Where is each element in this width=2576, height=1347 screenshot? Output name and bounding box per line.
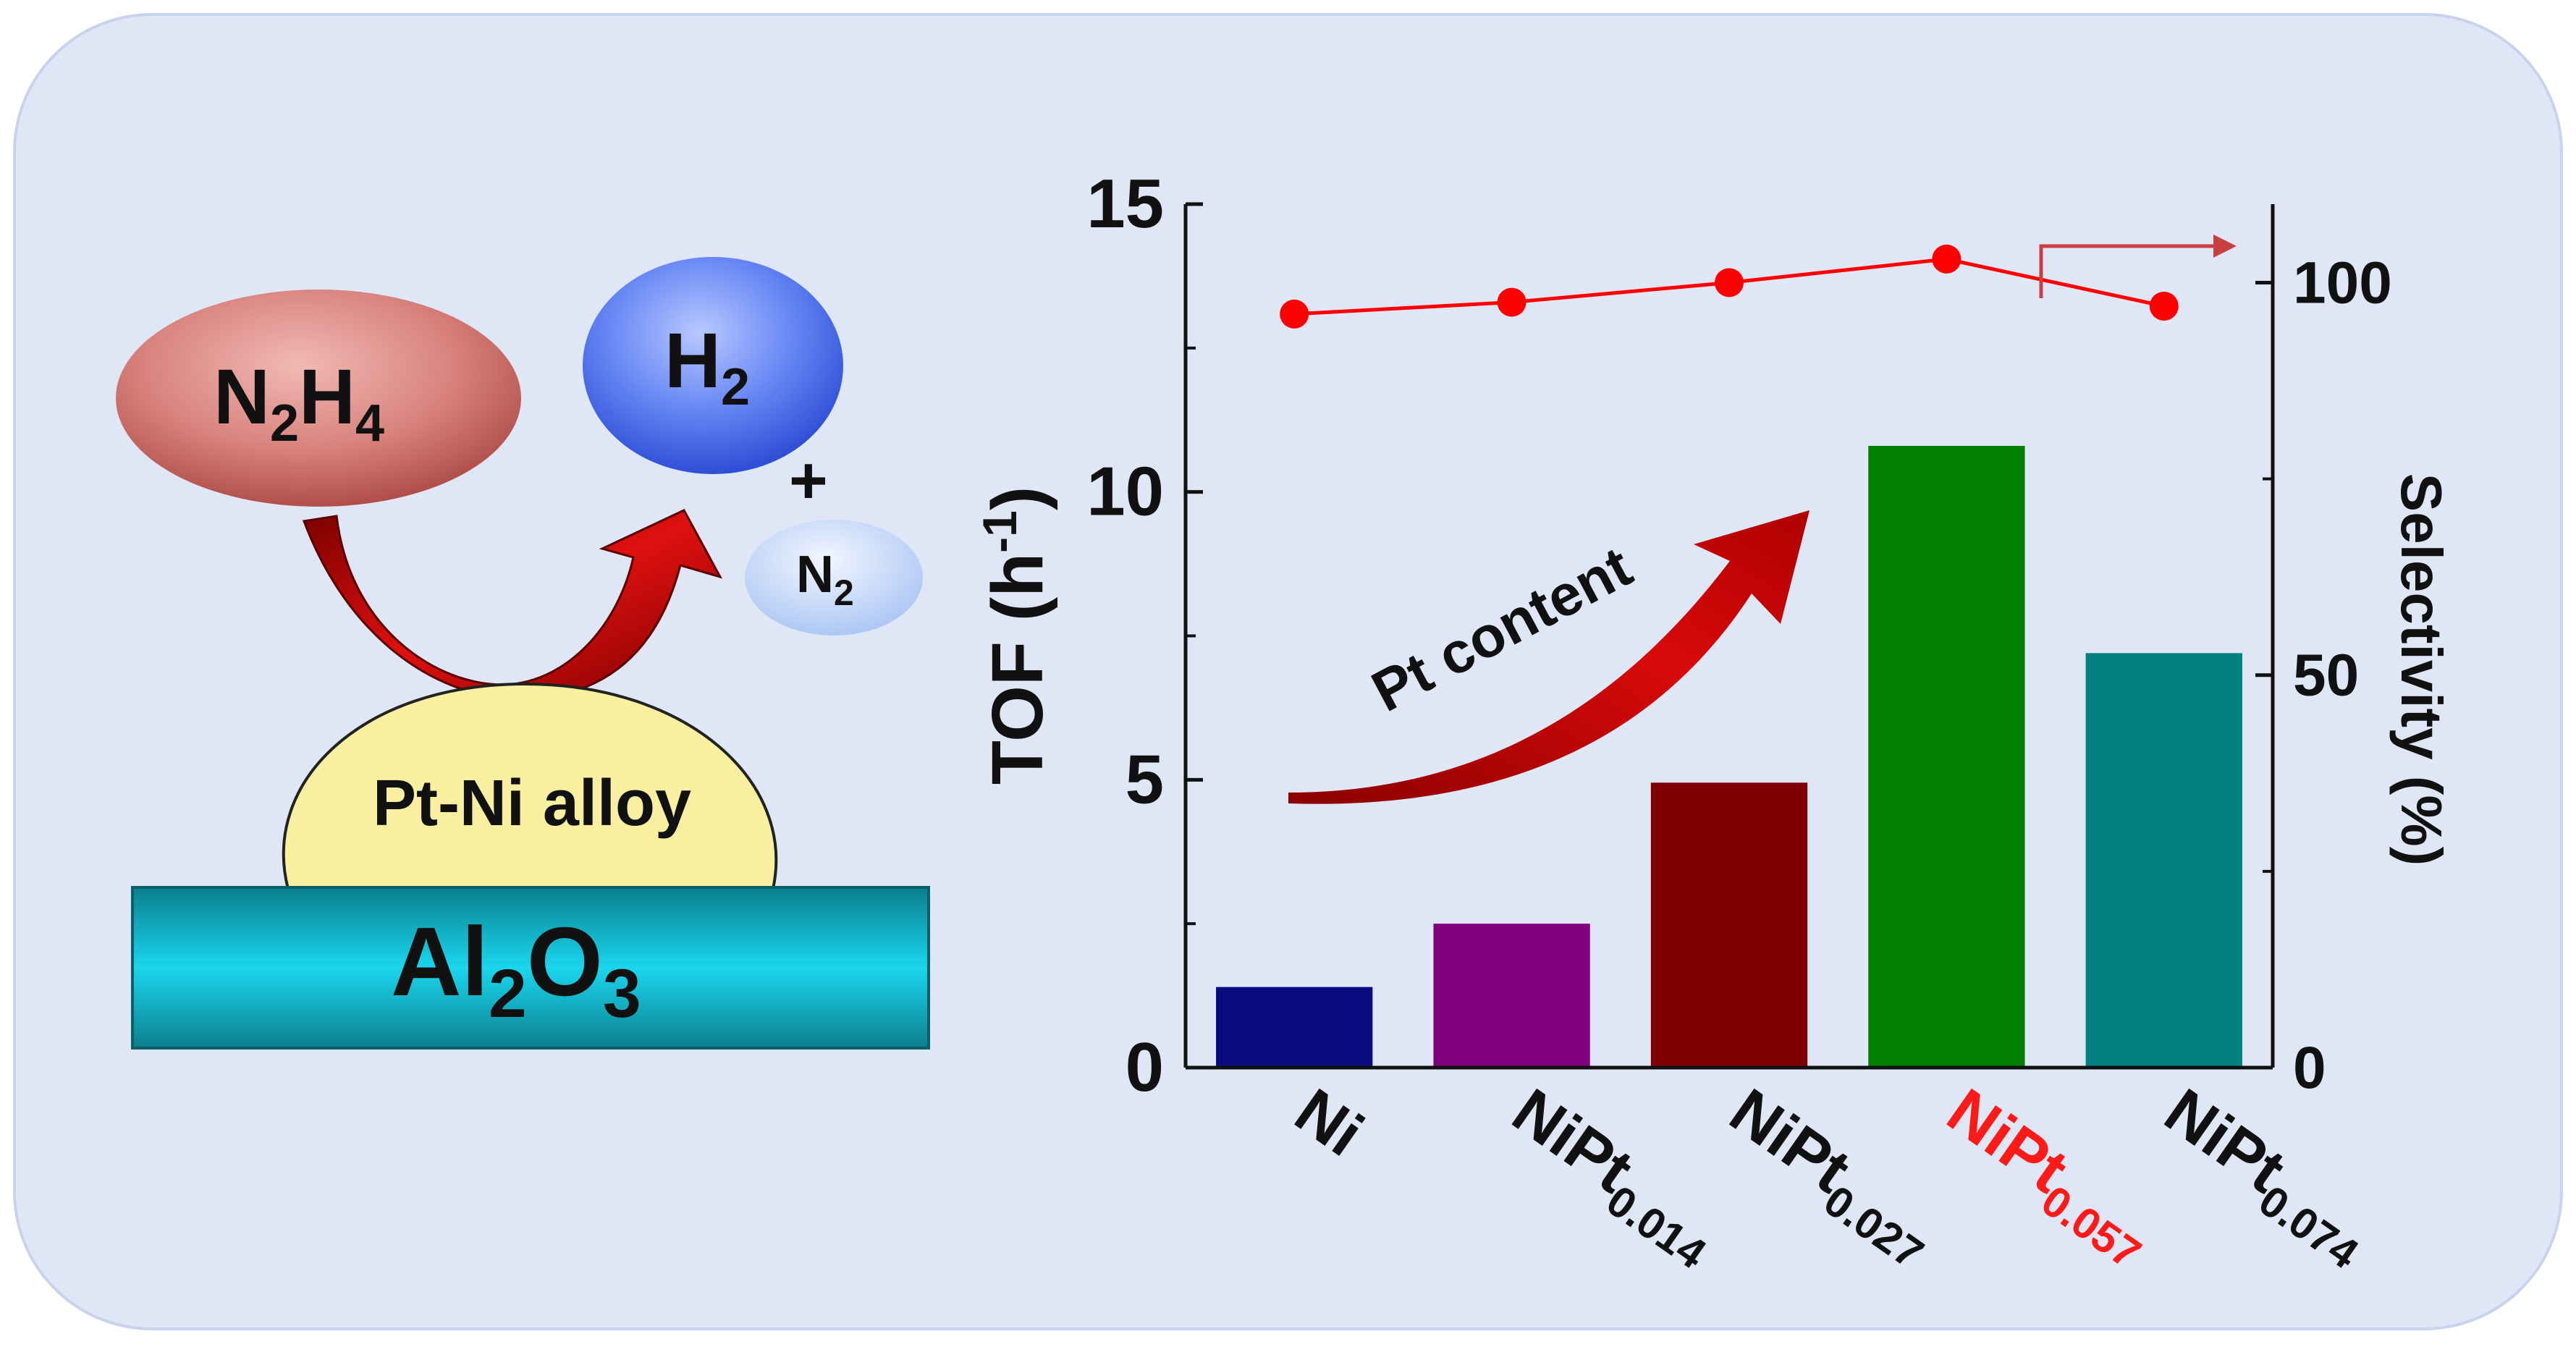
bar-0 [1216,987,1373,1068]
y-tick-label-1: 5 [1126,740,1164,818]
y-axis-title: TOF (h-1) [973,486,1058,785]
bar-series [1216,446,2242,1068]
h2-ellipse [583,257,843,474]
selectivity-point-0 [1280,299,1309,329]
y2-tick-label-2: 100 [2293,250,2392,316]
reaction-scheme: N2H4 H2 + N2 Pt-Ni alloy Al2O3 [116,257,930,1050]
substrate-slab [131,886,930,1050]
selectivity-point-1 [1497,287,1526,317]
y-tick-label-0: 0 [1126,1029,1164,1106]
selectivity-point-4 [2149,291,2179,321]
right-axis-pointer-icon [2039,244,2222,298]
chart-axes: 0 5 10 15 0 50 100 [1086,165,2392,1106]
bar-3 [1868,446,2025,1068]
selectivity-series [1280,244,2179,329]
h2-label: H2 [664,316,750,416]
plus-sign: + [789,444,828,518]
n2-label: N2 [796,546,854,613]
n2-ellipse [745,520,923,636]
y-tick-label-2: 10 [1086,453,1164,531]
n2h4-ellipse [116,290,521,507]
y2-axis-title: Selectivity (%) [2389,473,2454,866]
alloy-particle [282,682,778,890]
bar-2 [1650,782,1808,1068]
n2h4-label: N2H4 [214,352,384,452]
curved-arrow-icon [302,509,723,700]
bar-1 [1433,924,1590,1068]
y-tick-label-3: 15 [1086,165,1164,242]
selectivity-point-3 [1932,244,1961,274]
substrate-label: Al2O3 [391,907,641,1032]
bar-4 [2085,653,2242,1068]
selectivity-point-2 [1715,268,1744,297]
y2-tick-label-1: 50 [2293,643,2359,709]
y2-tick-label-0: 0 [2293,1035,2326,1101]
right-axis-pointer-head [2213,235,2237,258]
alloy-label: Pt-Ni alloy [373,767,691,840]
pt-content-arrow-icon [1288,510,1809,804]
